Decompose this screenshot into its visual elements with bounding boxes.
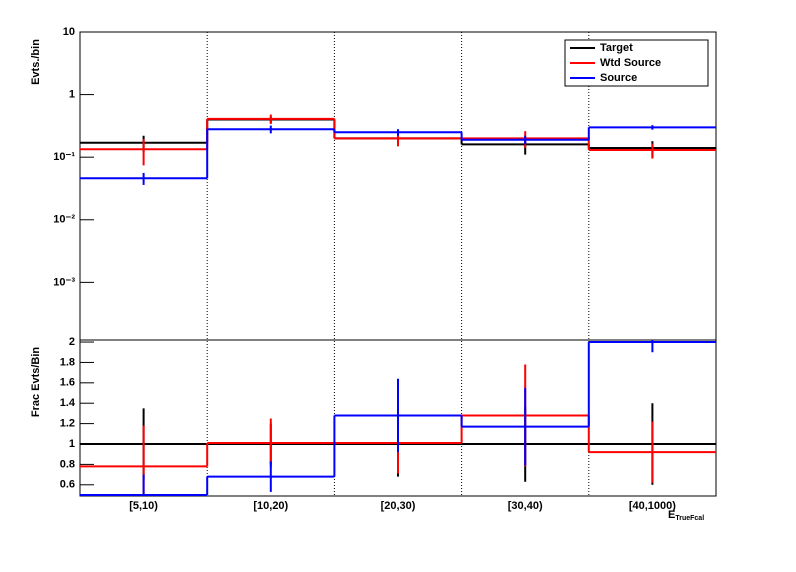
y-axis-label: Frac Evts/Bin [30,347,42,418]
y-tick-label: 10⁻³ [53,276,75,288]
x-axis-label-sub: TrueFcal [675,515,704,522]
bottom-frame [79,339,717,497]
y-tick-label: 10 [63,26,75,38]
y-tick-label: 1 [69,88,75,100]
y-tick-label: 1 [69,438,75,450]
x-tick-label: [20,30) [381,500,416,512]
y-tick-label: 1.2 [60,418,75,430]
x-tick-label: [30,40) [508,500,543,512]
y-axis-label: Evts./bin [30,39,42,85]
y-tick-label: 0.8 [60,458,75,470]
y-tick-label: 1.6 [60,377,75,389]
y-tick-label: 10⁻² [53,214,75,226]
x-tick-label: [40,1000) [629,500,676,512]
y-tick-label: 0.6 [60,479,75,491]
y-tick-label: 1.8 [60,356,75,368]
legend-label: Wtd Source [600,57,661,69]
legend-label: Source [600,72,637,84]
plot-area [80,114,716,185]
x-tick-label: [5,10) [129,500,158,512]
legend-label: Target [600,42,633,54]
y-tick-label: 2 [69,336,75,348]
x-axis-label: ETrueFcal [668,509,704,522]
x-axis-label-main: E [668,509,675,521]
y-tick-label: 1.4 [60,397,76,409]
plot-area [80,340,716,496]
y-tick-label: 10⁻¹ [53,151,75,163]
x-tick-label: [10,20) [253,500,288,512]
